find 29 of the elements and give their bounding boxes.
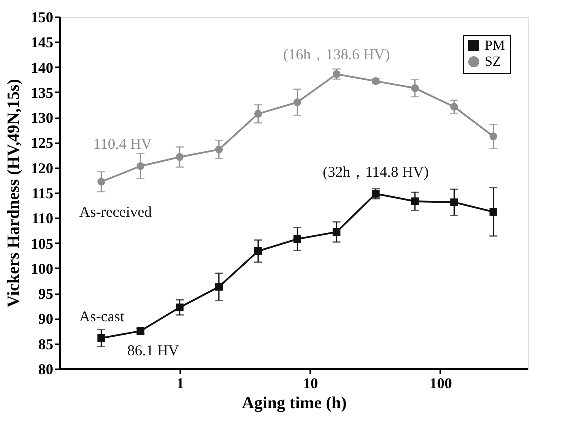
x-tick-label: 1	[176, 376, 184, 392]
point	[136, 327, 145, 336]
annotation: 86.1 HV	[128, 343, 180, 360]
y-tick-label: 135	[31, 86, 54, 102]
annotation: (16h，138.6 HV)	[283, 47, 390, 64]
legend-label: PM	[485, 39, 506, 54]
y-tick-label: 115	[32, 186, 54, 202]
y-tick-label: 150	[31, 10, 54, 26]
y-tick-label: 145	[31, 36, 54, 52]
x-tick-label: 10	[303, 376, 318, 392]
annotation: As-cast	[80, 309, 126, 326]
legend-label: SZ	[485, 55, 502, 70]
y-tick-label: 100	[31, 262, 54, 278]
y-axis-title: Vickers Hardness (HV,49N,15s)	[4, 79, 23, 308]
y-tick-label: 95	[38, 287, 54, 304]
y-tick-label: 80	[38, 362, 54, 378]
y-tick-label: 90	[38, 312, 54, 328]
annotation: (32h，114.8 HV)	[322, 165, 430, 182]
y-tick-label: 130	[31, 111, 54, 128]
y-tick-label: 85	[38, 337, 54, 354]
x-tick-label: 100	[430, 376, 452, 392]
y-tick-label: 110	[32, 212, 54, 228]
annotation: As-received	[80, 204, 152, 221]
x-axis-title: Aging time (h)	[242, 394, 347, 412]
y-tick-label: 120	[31, 161, 54, 178]
y-tick-label: 105	[31, 236, 54, 253]
annotation: 110.4 HV	[94, 136, 152, 153]
y-tick-label: 125	[31, 136, 54, 152]
y-tick-label: 140	[31, 60, 54, 77]
